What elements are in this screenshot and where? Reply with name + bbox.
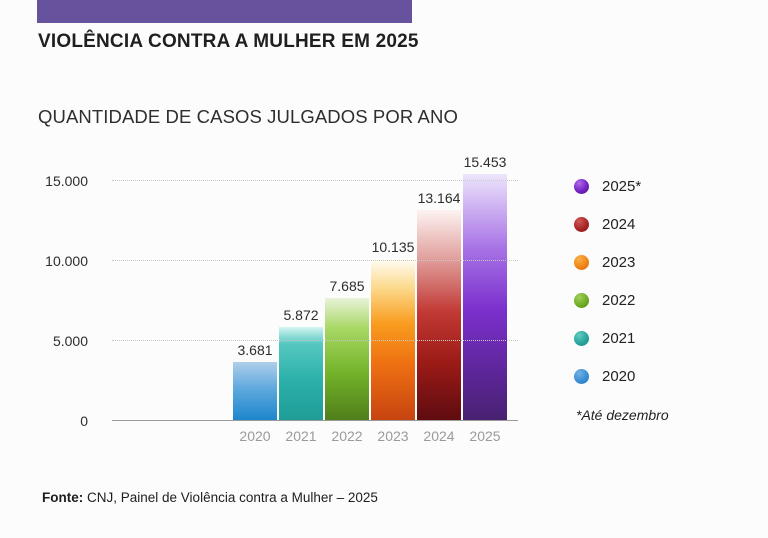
plot-area: 3.681 2020 5.872 2021 7.685 2022 10.135 2023 13.… (45, 155, 518, 443)
bar-2022: 7.685 2022 (325, 279, 369, 443)
bar-value-label: 3.681 (237, 342, 273, 359)
legend-label: 2022 (602, 292, 636, 309)
gridline (112, 180, 518, 181)
legend-item-2021: 2021 (574, 331, 669, 346)
legend-color-dot-icon (574, 369, 589, 384)
x-axis-tick-label: 2025 (469, 428, 501, 444)
y-axis-tick-label: 5.000 (52, 333, 88, 349)
legend-label: 2025* (602, 178, 642, 195)
x-axis-tick-label: 2024 (423, 428, 455, 444)
x-axis-tick-label: 2020 (239, 428, 271, 444)
y-axis-tick-label: 0 (80, 413, 88, 429)
bar-2023: 10.135 2023 (371, 240, 415, 443)
legend-color-dot-icon (574, 255, 589, 270)
bar-value-label: 7.685 (329, 278, 365, 294)
x-axis-tick-label: 2023 (377, 428, 409, 444)
legend-item-2022: 2022 (574, 293, 669, 308)
legend-item-2020: 2020 (574, 369, 669, 384)
bar-2024: 13.164 2024 (417, 191, 461, 443)
legend-color-dot-icon (574, 331, 589, 346)
x-axis-line (112, 420, 518, 421)
legend-item-2023: 2023 (574, 255, 669, 270)
header-accent-bar (37, 0, 412, 23)
bar-value-label: 15.453 (463, 153, 507, 170)
y-axis-tick-label: 15.000 (45, 173, 88, 189)
legend-color-dot-icon (574, 293, 589, 308)
legend-item-2025: 2025* (574, 179, 669, 194)
legend-label: 2021 (602, 330, 636, 347)
gridline (112, 340, 518, 341)
legend-label: 2023 (602, 254, 636, 271)
bar-2025: 15.453 2025 (463, 155, 507, 443)
bar-value-label: 13.164 (417, 190, 461, 207)
bars-container: 3.681 2020 5.872 2021 7.685 2022 10.135 2023 13.… (233, 155, 507, 443)
y-axis-tick-label: 10.000 (45, 253, 88, 269)
legend-label: 2020 (602, 368, 636, 385)
source-label: Fonte: (42, 490, 84, 505)
legend-item-2024: 2024 (574, 217, 669, 232)
source-text: CNJ, Painel de Violência contra a Mulher… (83, 490, 378, 505)
bar-value-label: 5.872 (283, 307, 319, 323)
legend-color-dot-icon (574, 179, 589, 194)
bar-value-label: 10.135 (371, 238, 415, 255)
bar-2021: 5.872 2021 (279, 308, 323, 443)
x-axis-tick-label: 2022 (331, 428, 363, 444)
legend-color-dot-icon (574, 217, 589, 232)
legend-label: 2024 (602, 216, 636, 233)
source-note: Fonte: CNJ, Painel de Violência contra a… (42, 490, 378, 505)
legend: 2025* 2024 2023 2022 2021 2020 *Até dezembro (574, 179, 669, 423)
bar-2020: 3.681 2020 (233, 343, 277, 443)
page-title: VIOLÊNCIA CONTRA A MULHER EM 2025 (38, 31, 419, 52)
gridline (112, 260, 518, 261)
x-axis-tick-label: 2021 (285, 428, 317, 444)
legend-note: *Até dezembro (576, 407, 669, 423)
chart-title: QUANTIDADE DE CASOS JULGADOS POR ANO (38, 106, 458, 127)
